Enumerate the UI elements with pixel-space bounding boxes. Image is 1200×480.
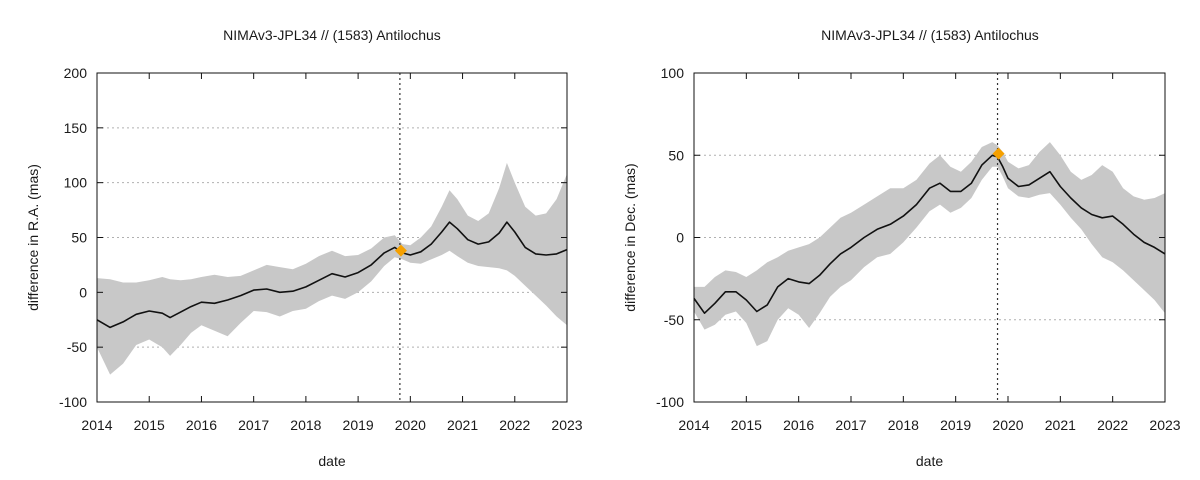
y-tick-label: 0 (79, 284, 87, 300)
y-tick-label: 150 (64, 120, 88, 136)
y-tick-label: -100 (656, 394, 684, 410)
x-tick-label: 2020 (395, 417, 426, 433)
x-tick-label: 2019 (343, 417, 374, 433)
x-tick-label: 2018 (290, 417, 321, 433)
x-tick-label: 2014 (81, 417, 112, 433)
chart-title: NIMAv3-JPL34 // (1583) Antilochus (821, 27, 1039, 43)
x-tick-label: 2016 (186, 417, 217, 433)
x-tick-label: 2017 (238, 417, 269, 433)
y-tick-label: -100 (59, 394, 87, 410)
y-tick-label: -50 (664, 312, 684, 328)
chart-dec: NIMAv3-JPL34 // (1583) Antilochus -100 -50… (622, 27, 1181, 469)
difference-line (693, 154, 1166, 315)
uncertainty-band (97, 162, 567, 375)
x-tick-label: 2023 (1149, 417, 1180, 433)
x-tick-label: 2014 (678, 417, 709, 433)
x-axis-label: date (916, 453, 943, 469)
difference-line (96, 221, 568, 329)
x-tick-label: 2015 (731, 417, 762, 433)
x-tick-label: 2016 (783, 417, 814, 433)
observation-marker (992, 147, 1005, 160)
x-axis-label: date (318, 453, 345, 469)
uncertainty-band (694, 142, 1165, 347)
x-tick-label: 2015 (134, 417, 165, 433)
y-tick-label: 0 (676, 230, 684, 246)
x-tick-label: 2022 (1097, 417, 1128, 433)
y-axis-label: difference in R.A. (mas) (25, 164, 41, 311)
chart-ra: NIMAv3-JPL34 // (1583) Antilochus -100 -50… (25, 27, 583, 469)
x-tick-label: 2017 (835, 417, 866, 433)
y-axis-label: difference in Dec. (mas) (622, 163, 638, 311)
y-tick-label: 100 (661, 65, 685, 81)
y-tick-label: 100 (64, 175, 88, 191)
y-tick-label: 50 (668, 147, 684, 163)
x-tick-label: 2022 (499, 417, 530, 433)
x-tick-label: 2021 (1045, 417, 1076, 433)
x-tick-label: 2021 (447, 417, 478, 433)
x-tick-label: 2023 (551, 417, 582, 433)
x-tick-label: 2019 (940, 417, 971, 433)
chart-title: NIMAv3-JPL34 // (1583) Antilochus (223, 27, 441, 43)
y-tick-label: 200 (64, 65, 88, 81)
y-tick-label: 50 (71, 230, 87, 246)
x-tick-label: 2020 (992, 417, 1023, 433)
x-tick-label: 2018 (888, 417, 919, 433)
observation-marker (394, 244, 407, 257)
y-tick-label: -50 (67, 339, 87, 355)
